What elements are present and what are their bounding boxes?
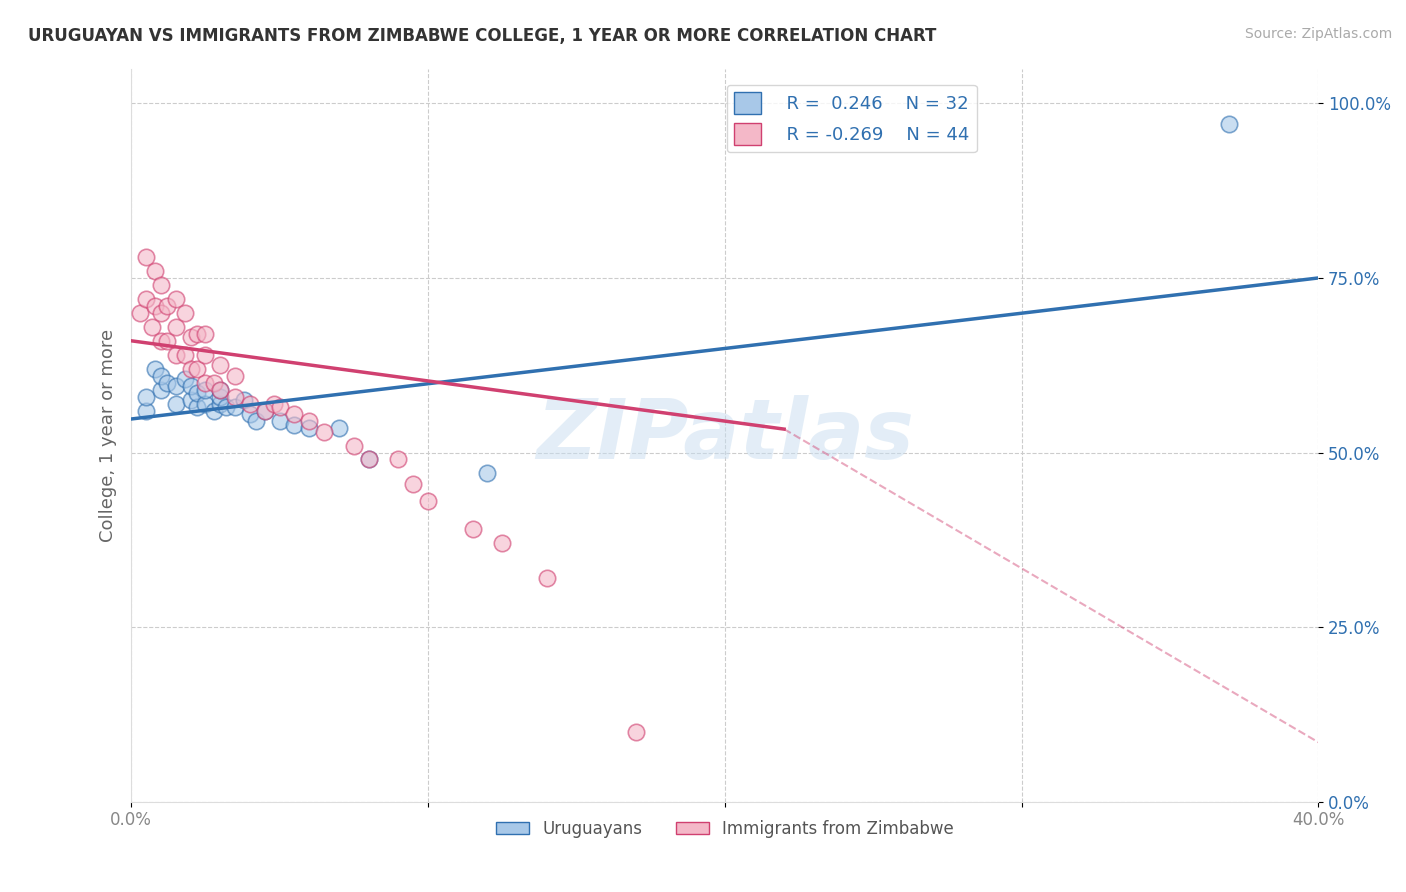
- Point: [173, 348, 195, 362]
- Point: [186, 400, 208, 414]
- Point: [314, 425, 336, 439]
- Point: [209, 390, 232, 404]
- Point: [461, 522, 484, 536]
- Point: [298, 414, 321, 428]
- Point: [283, 407, 305, 421]
- Point: [135, 250, 157, 264]
- Point: [156, 334, 179, 348]
- Point: [328, 421, 350, 435]
- Point: [149, 383, 172, 397]
- Point: [143, 361, 166, 376]
- Point: [536, 571, 558, 585]
- Point: [165, 379, 187, 393]
- Point: [165, 397, 187, 411]
- Y-axis label: College, 1 year or more: College, 1 year or more: [100, 328, 117, 541]
- Point: [209, 383, 232, 397]
- Point: [180, 379, 202, 393]
- Point: [387, 452, 409, 467]
- Point: [477, 467, 499, 481]
- Point: [149, 334, 172, 348]
- Point: [245, 414, 267, 428]
- Point: [186, 326, 208, 341]
- Point: [298, 421, 321, 435]
- Point: [269, 414, 291, 428]
- Point: [343, 438, 366, 452]
- Point: [135, 292, 157, 306]
- Point: [173, 306, 195, 320]
- Point: [239, 397, 262, 411]
- Point: [253, 403, 276, 417]
- Point: [263, 397, 285, 411]
- Point: [202, 376, 225, 390]
- Point: [402, 477, 425, 491]
- Point: [491, 536, 513, 550]
- Point: [149, 368, 172, 383]
- Point: [194, 397, 217, 411]
- Point: [224, 400, 246, 414]
- Point: [624, 724, 647, 739]
- Point: [165, 319, 187, 334]
- Point: [416, 494, 439, 508]
- Point: [269, 400, 291, 414]
- Text: URUGUAYAN VS IMMIGRANTS FROM ZIMBABWE COLLEGE, 1 YEAR OR MORE CORRELATION CHART: URUGUAYAN VS IMMIGRANTS FROM ZIMBABWE CO…: [28, 27, 936, 45]
- Point: [180, 361, 202, 376]
- Point: [224, 390, 246, 404]
- Point: [194, 348, 217, 362]
- Point: [224, 368, 246, 383]
- Point: [194, 383, 217, 397]
- Point: [283, 417, 305, 432]
- Point: [209, 358, 232, 372]
- Point: [194, 376, 217, 390]
- Point: [165, 348, 187, 362]
- Point: [186, 361, 208, 376]
- Point: [1218, 117, 1240, 131]
- Point: [143, 264, 166, 278]
- Point: [215, 400, 238, 414]
- Point: [129, 306, 152, 320]
- Point: [141, 319, 163, 334]
- Point: [143, 299, 166, 313]
- Point: [135, 390, 157, 404]
- Point: [149, 306, 172, 320]
- Point: [209, 397, 232, 411]
- Text: Source: ZipAtlas.com: Source: ZipAtlas.com: [1244, 27, 1392, 41]
- Point: [233, 393, 256, 408]
- Point: [186, 386, 208, 401]
- Point: [180, 393, 202, 408]
- Legend: Uruguayans, Immigrants from Zimbabwe: Uruguayans, Immigrants from Zimbabwe: [489, 814, 960, 845]
- Point: [239, 407, 262, 421]
- Point: [357, 452, 380, 467]
- Text: ZIPatlas: ZIPatlas: [536, 394, 914, 475]
- Point: [173, 372, 195, 386]
- Point: [156, 376, 179, 390]
- Point: [180, 330, 202, 344]
- Point: [165, 292, 187, 306]
- Point: [149, 277, 172, 292]
- Point: [202, 403, 225, 417]
- Point: [253, 403, 276, 417]
- Point: [194, 326, 217, 341]
- Point: [357, 452, 380, 467]
- Point: [209, 383, 232, 397]
- Point: [135, 403, 157, 417]
- Point: [156, 299, 179, 313]
